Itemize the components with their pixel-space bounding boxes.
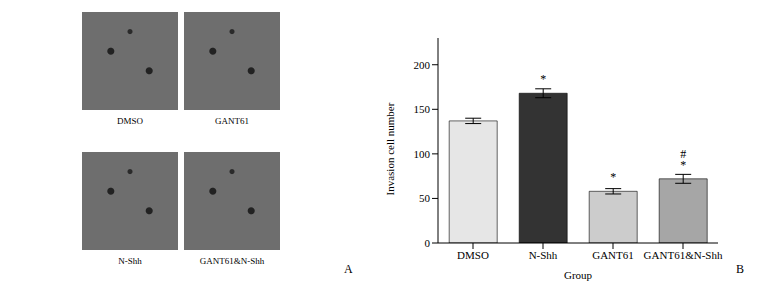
svg-text:100: 100 — [414, 148, 431, 160]
svg-text:Invasion cell number: Invasion cell number — [384, 102, 396, 195]
svg-text:Group: Group — [564, 269, 593, 281]
svg-text:N-Shh: N-Shh — [529, 249, 558, 261]
html-text:A: A — [344, 262, 353, 276]
svg-text:0: 0 — [425, 237, 431, 249]
svg-text:*: * — [680, 158, 686, 172]
svg-text:50: 50 — [419, 192, 431, 204]
svg-text:DMSO: DMSO — [457, 249, 489, 261]
html-text:B: B — [736, 262, 744, 276]
svg-text:GANT61&N-Shh: GANT61&N-Shh — [644, 249, 723, 261]
html-text:N-Shh: N-Shh — [118, 256, 142, 266]
svg-text:*: * — [610, 170, 616, 184]
svg-text:150: 150 — [414, 103, 431, 115]
html-text:DMSO: DMSO — [117, 116, 143, 126]
html-text:GANT61&N-Shh: GANT61&N-Shh — [199, 256, 265, 266]
svg-text:GANT61: GANT61 — [592, 249, 634, 261]
svg-text:200: 200 — [414, 59, 431, 71]
svg-text:*: * — [540, 72, 546, 86]
html-text:GANT61: GANT61 — [215, 116, 249, 126]
